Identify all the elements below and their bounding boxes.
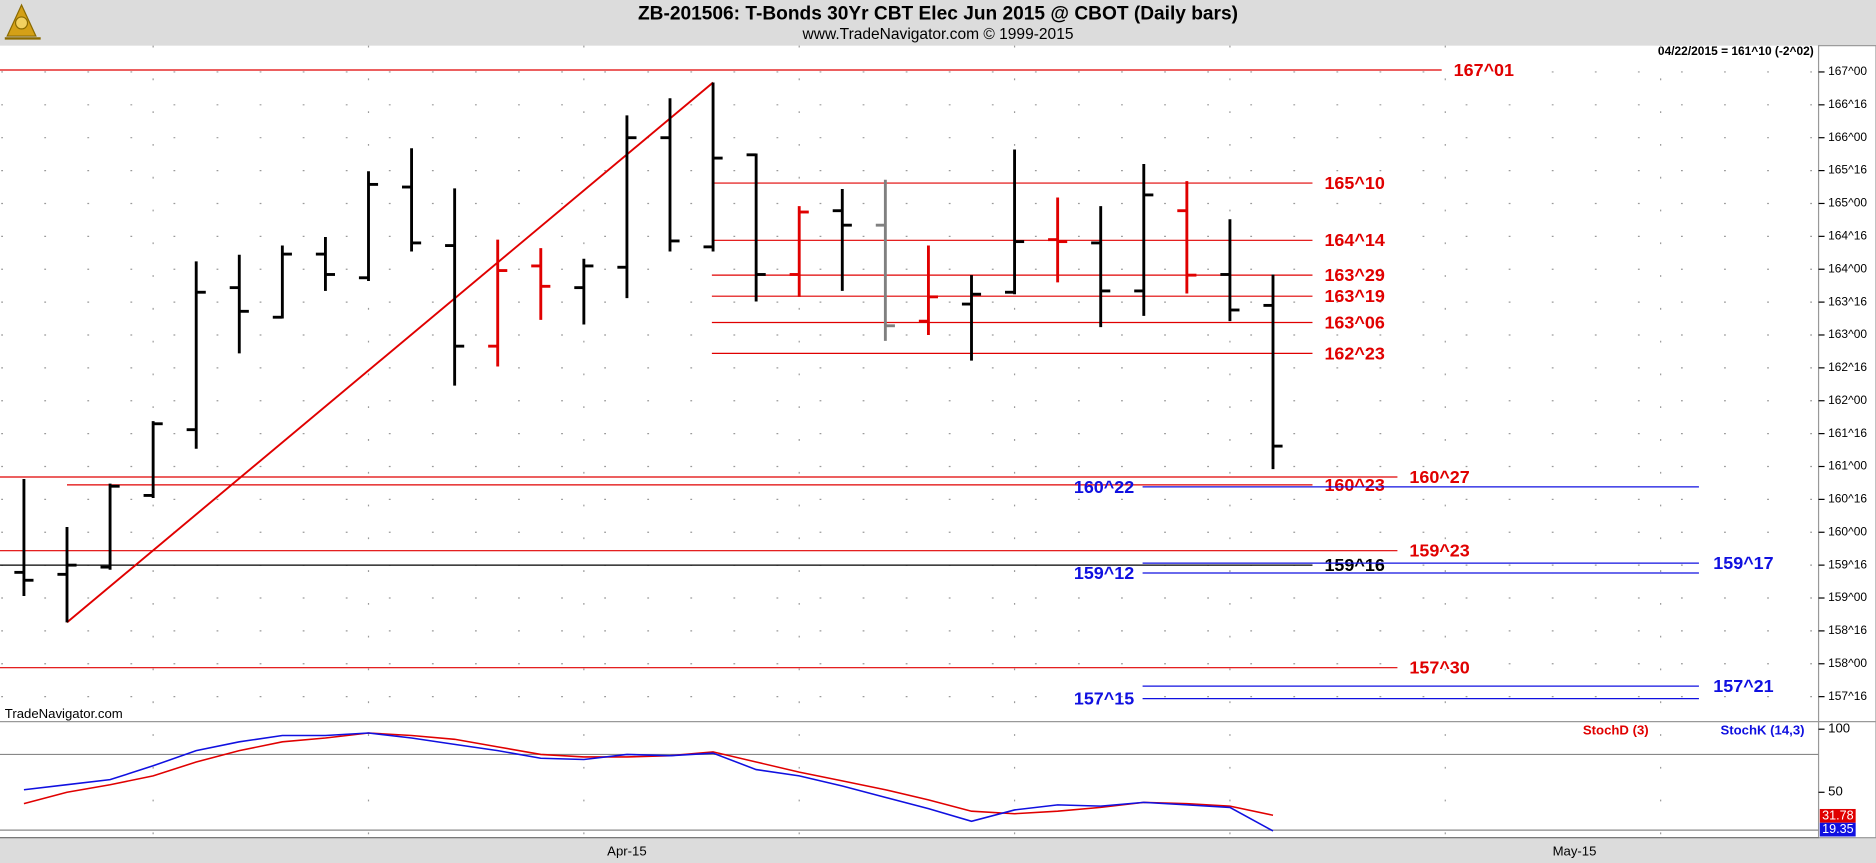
level-label: 162^23 [1324,343,1384,363]
y-tick-label: 157^16 [1828,689,1867,703]
level-label: 157^15 [1074,689,1134,709]
y-tick-label: 162^00 [1828,393,1867,407]
level-label: 159^23 [1409,541,1469,561]
trendline [66,81,714,624]
level-label: 160^22 [1074,477,1134,497]
y-tick-label: 166^00 [1828,130,1867,144]
legend-entry: StochK (14,3) [1720,723,1804,738]
y-tick-label: 165^00 [1828,196,1867,210]
level-label: 163^06 [1324,312,1384,332]
y-tick-label: 160^00 [1828,524,1867,538]
y-tick-label: 163^16 [1828,294,1867,308]
y-tick-label: 159^00 [1828,590,1867,604]
last-value-label: 31.78 [1822,808,1853,822]
y-tick-label: 50 [1828,784,1843,799]
level-label: 164^14 [1324,230,1384,250]
right-axis [1817,45,1876,839]
level-label: 163^19 [1324,286,1384,306]
watermark: TradeNavigator.com [5,706,123,721]
y-tick-label: 160^16 [1828,492,1867,506]
y-tick-label: 161^00 [1828,459,1867,473]
price-note: 04/22/2015 = 161^10 (-2^02) [1658,44,1814,58]
y-tick-label: 158^00 [1828,656,1867,670]
level-label: 159^17 [1713,553,1773,573]
y-tick-label: 162^16 [1828,360,1867,374]
level-label: 157^30 [1409,658,1469,678]
stoch-line [23,732,1274,832]
y-tick-label: 164^16 [1828,229,1867,243]
level-label: 163^29 [1324,265,1384,285]
y-tick-label: 159^16 [1828,557,1867,571]
level-label: 159^16 [1324,555,1384,575]
x-tick-label: May-15 [1553,844,1597,859]
plot-area [0,45,1819,838]
chart-title: ZB-201506: T-Bonds 30Yr CBT Elec Jun 201… [638,4,1238,25]
last-value-box [1819,822,1856,837]
legend-entry: StochD (3) [1583,723,1649,738]
level-label: 167^01 [1454,60,1514,80]
y-tick-label: 158^16 [1828,623,1867,637]
level-label: 159^12 [1074,563,1134,583]
last-value-box [1819,808,1856,823]
level-label: 160^27 [1409,467,1469,487]
chart-subtitle: www.TradeNavigator.com © 1999-2015 [802,26,1074,43]
y-tick-label: 165^16 [1828,163,1867,177]
x-tick-label: Apr-15 [607,844,647,859]
logo [4,3,41,40]
stoch-line [23,732,1274,817]
y-tick-label: 100 [1828,721,1850,736]
level-label: 157^21 [1713,676,1773,696]
y-tick-label: 164^00 [1828,261,1867,275]
y-tick-label: 166^16 [1828,97,1867,111]
level-label: 165^10 [1324,173,1384,193]
y-tick-label: 161^16 [1828,426,1867,440]
y-tick-label: 163^00 [1828,327,1867,341]
y-tick-label: 167^00 [1828,64,1867,78]
level-label: 160^23 [1324,475,1384,495]
last-value-label: 19.35 [1822,822,1853,836]
